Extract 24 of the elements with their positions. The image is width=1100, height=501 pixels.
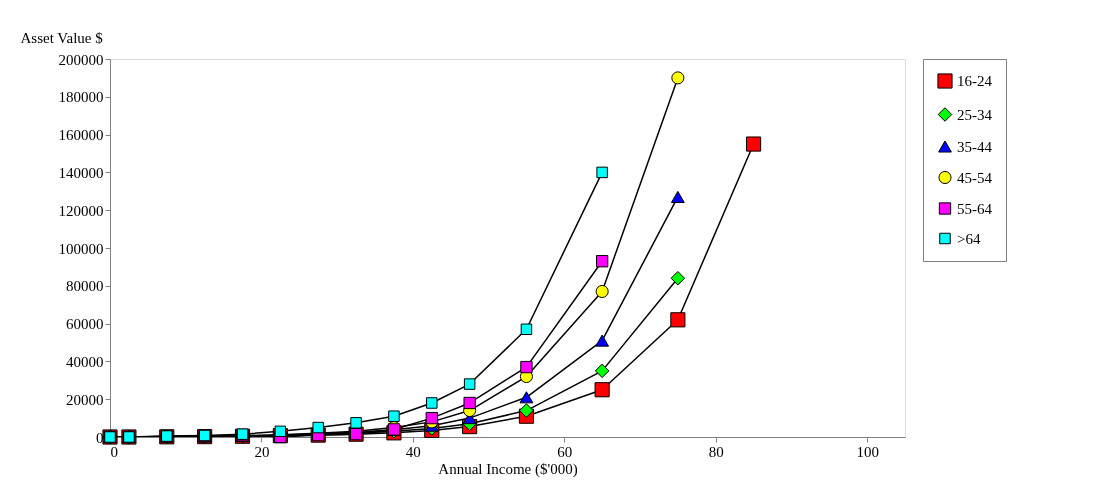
legend-label: 16-24 — [957, 73, 993, 89]
legend-label: 55-64 — [957, 200, 993, 217]
legend-label: 25-34 — [957, 106, 993, 123]
y-axis-title: Asset Value $ — [20, 29, 104, 46]
y-tick-label: 100000 — [58, 240, 104, 257]
x-tick-label: 40 — [405, 443, 421, 460]
y-tick-label: 200000 — [58, 51, 104, 68]
legend-label: 45-54 — [957, 169, 993, 186]
x-tick-label: 100 — [856, 443, 879, 460]
y-tick-label: 160000 — [58, 127, 104, 144]
y-tick-label: 120000 — [58, 202, 104, 219]
y-tick-label: 40000 — [66, 353, 104, 370]
x-axis-title: Annual Income ($'000) — [438, 460, 578, 478]
x-tick-label: 0 — [110, 443, 118, 460]
y-tick-label: 60000 — [66, 316, 104, 333]
legend-label: >64 — [957, 230, 981, 247]
y-tick-label: 20000 — [66, 391, 104, 408]
x-tick-label: 80 — [708, 443, 724, 460]
y-tick-label: 180000 — [58, 89, 104, 106]
legend-label: 35-44 — [957, 138, 993, 155]
y-tick-label: 80000 — [66, 278, 104, 295]
x-tick-label: 20 — [254, 443, 270, 460]
y-tick-label: 140000 — [58, 164, 104, 181]
x-tick-label: 60 — [557, 443, 573, 460]
